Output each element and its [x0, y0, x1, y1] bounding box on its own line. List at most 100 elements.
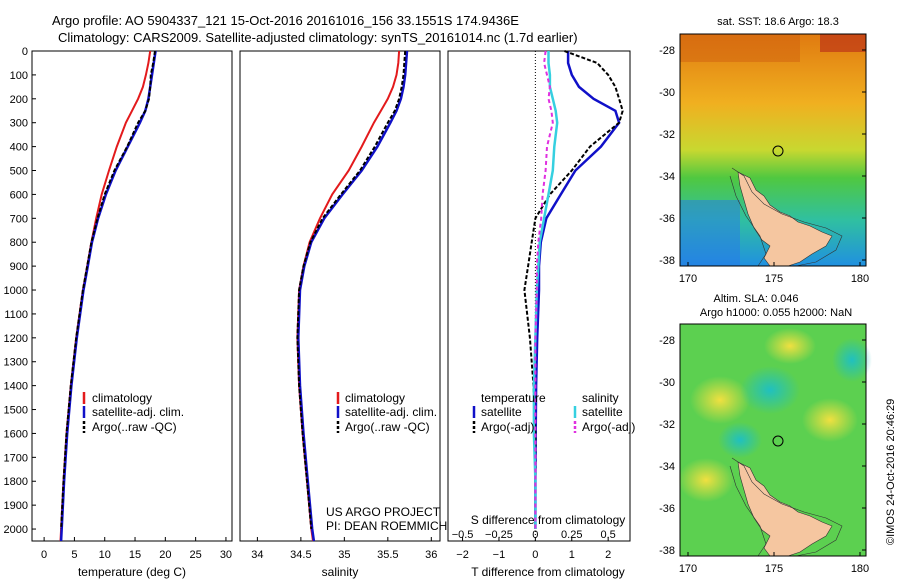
imos-stamp: ©IMOS 24-Oct-2016 20:46:29 — [885, 399, 897, 545]
header-line1: Argo profile: AO 5904337_121 15-Oct-2016… — [52, 13, 519, 28]
sla-map-title2: Argo h1000: 0.055 h2000: NaN — [700, 307, 852, 319]
x-tick-label: 0 — [532, 549, 538, 561]
legend-climatology: climatology — [345, 391, 405, 405]
satellite-line — [297, 50, 409, 542]
lon-tick-label: 170 — [679, 273, 697, 285]
salinity-axis-label: salinity — [322, 565, 359, 579]
depth-tick-label: 1200 — [4, 333, 28, 345]
difference-legend: temperature satellite Argo(-adj) salinit… — [472, 391, 635, 434]
climatology-line — [59, 50, 152, 542]
x-tick-label: 0 — [41, 549, 47, 561]
x-tick-label: 34 — [251, 549, 263, 561]
x-tick-label: 36 — [425, 549, 437, 561]
header-line2: Climatology: CARS2009. Satellite-adjuste… — [58, 30, 578, 45]
sla-map-frame — [679, 323, 867, 557]
legend-t-argo: Argo(-adj) — [481, 420, 534, 434]
depth-axis: 0 100 200 300 400 500 600 700 800 900 1000 1100 1200… — [4, 46, 36, 536]
depth-tick-label: 800 — [10, 237, 28, 249]
depth-tick-label: 900 — [10, 261, 28, 273]
depth-tick-label: 100 — [10, 70, 28, 82]
depth-tick-label: 1100 — [4, 309, 28, 321]
x2-tick-label: −0.25 — [485, 529, 513, 541]
legend-argo: Argo(..raw -QC) — [92, 420, 177, 434]
legend-satellite: satellite-adj. clim. — [92, 405, 184, 419]
sla-high-patch — [678, 458, 734, 502]
sst-shelf-contour — [729, 167, 843, 267]
depth-tick-label: 1900 — [4, 500, 28, 512]
sla-high-patch — [802, 398, 858, 442]
sst-hot-patch — [820, 34, 866, 52]
x-tick-label: 1 — [569, 549, 575, 561]
x-tick-label: −1 — [493, 549, 506, 561]
lat-tick-label: -30 — [659, 377, 675, 389]
lon-tick-label: 180 — [851, 563, 869, 575]
sst-lon-axis: 170 175 180 — [679, 262, 869, 285]
depth-tick-label: 0 — [22, 46, 28, 58]
x-tick-label: 5 — [71, 549, 77, 561]
sst-map-frame — [679, 33, 867, 267]
lat-tick-label: -30 — [659, 87, 675, 99]
x2-tick-label: 0.5 — [601, 529, 616, 541]
project-credit: US ARGO PROJECT — [326, 505, 441, 519]
s-difference-axis-label: S difference from climatology — [471, 513, 626, 527]
depth-tick-label: 1300 — [4, 357, 28, 369]
pi-credit: PI: DEAN ROEMMICH — [326, 519, 447, 533]
x-tick-label: −2 — [456, 549, 469, 561]
sst-cool-patch — [680, 200, 740, 266]
temperature-axis-label: temperature (deg C) — [78, 565, 186, 579]
legend-satellite: satellite-adj. clim. — [345, 405, 437, 419]
salinity-x-axis: 34 34.5 35 35.5 36 — [251, 537, 437, 561]
temperature-series — [59, 50, 157, 542]
difference-series — [523, 50, 624, 529]
depth-tick-label: 1400 — [4, 381, 28, 393]
sla-high-patch — [690, 376, 750, 424]
salinity-legend: climatology satellite-adj. clim. Argo(..… — [336, 391, 437, 434]
sst-argo-position — [772, 145, 784, 157]
depth-tick-label: 1700 — [4, 452, 28, 464]
sla-low-patch — [740, 366, 800, 414]
sst-lat-axis: -28 -30 -32 -34 -36 -38 — [659, 45, 866, 267]
lon-tick-label: 170 — [679, 563, 697, 575]
x-tick-label: 10 — [99, 549, 111, 561]
sla-map-title1: Altim. SLA: 0.046 — [714, 293, 799, 305]
temperature-legend: climatology satellite-adj. clim. Argo(..… — [82, 391, 184, 434]
x-tick-label: 35.5 — [377, 549, 398, 561]
lat-tick-label: -28 — [659, 335, 675, 347]
sla-low-patch — [718, 422, 762, 458]
argo-line — [60, 50, 156, 530]
depth-tick-label: 1000 — [4, 285, 28, 297]
legend-climatology: climatology — [92, 391, 152, 405]
lon-tick-label: 175 — [765, 273, 783, 285]
legend-salinity-title: salinity — [582, 391, 619, 405]
sst-map-title: sat. SST: 18.6 Argo: 18.3 — [717, 16, 839, 28]
t-difference-x-axis: −2 −1 0 1 2 — [456, 537, 611, 561]
depth-tick-label: 200 — [10, 94, 28, 106]
argo-line — [296, 50, 407, 530]
sla-map — [678, 323, 872, 557]
difference-panel — [447, 50, 631, 542]
sla-low-patch — [832, 338, 872, 382]
lat-tick-label: -38 — [659, 255, 675, 267]
x-tick-label: 2 — [605, 549, 611, 561]
depth-tick-label: 300 — [10, 118, 28, 130]
x-tick-label: 20 — [159, 549, 171, 561]
x2-tick-label: −0.5 — [452, 529, 474, 541]
sla-argo-position — [772, 435, 784, 447]
lat-tick-label: -36 — [659, 213, 675, 225]
lat-tick-label: -28 — [659, 45, 675, 57]
s-argo-diff-line — [534, 50, 554, 529]
legend-temperature-title: temperature — [481, 391, 546, 405]
x-tick-label: 15 — [129, 549, 141, 561]
lat-tick-label: -34 — [659, 171, 675, 183]
x-tick-label: 30 — [220, 549, 232, 561]
depth-tick-label: 1800 — [4, 476, 28, 488]
lat-tick-label: -34 — [659, 461, 675, 473]
depth-tick-label: 600 — [10, 189, 28, 201]
t-satellite-diff-line — [534, 51, 621, 529]
legend-argo: Argo(..raw -QC) — [345, 420, 430, 434]
t-difference-axis-label: T difference from climatology — [471, 565, 625, 579]
sst-map — [679, 33, 867, 267]
sla-shelf-contour — [729, 457, 843, 557]
sla-high-patch — [764, 328, 816, 364]
